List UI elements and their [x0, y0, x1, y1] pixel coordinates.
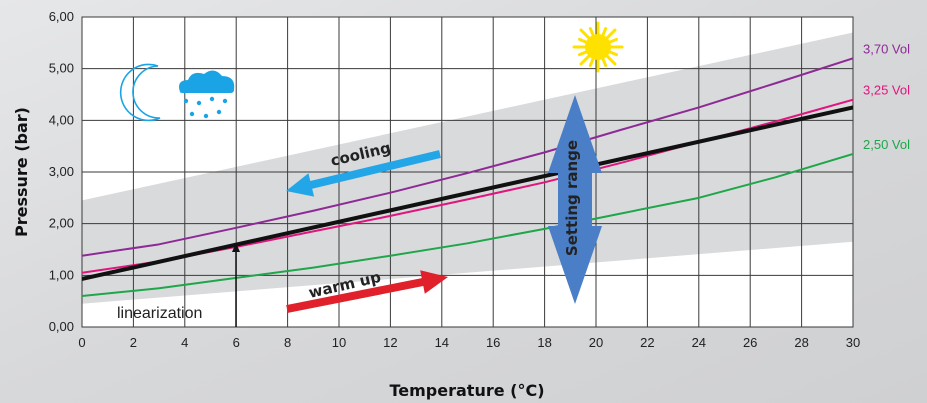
x-tick-label: 14 [435, 335, 449, 350]
y-tick-label: 4,00 [49, 112, 74, 127]
series-label: 3,70 Vol [863, 41, 910, 56]
setting-range-arrow-up [548, 95, 602, 203]
x-tick-label: 26 [743, 335, 757, 350]
warm-up-arrow [286, 270, 448, 313]
snowflake-dot [183, 98, 189, 104]
linearization-pointer-head [232, 243, 240, 252]
x-axis-title: Temperature (°C) [389, 381, 544, 400]
x-tick-label: 0 [78, 335, 85, 350]
x-tick-label: 28 [794, 335, 808, 350]
x-tick-label: 4 [181, 335, 188, 350]
moon-shape [119, 63, 161, 122]
snowflake-dot [196, 100, 202, 106]
y-tick-label: 5,00 [49, 61, 74, 76]
moon-icon [119, 63, 161, 122]
series-line [82, 57, 853, 257]
y-tick-label: 1,00 [49, 267, 74, 282]
y-axis-title: Pressure (bar) [12, 107, 31, 237]
snowflake-dot [216, 109, 222, 115]
series-line [82, 152, 853, 297]
snowflake-dot [209, 96, 215, 102]
x-tick-label: 16 [486, 335, 500, 350]
linearization-label: linearization [117, 305, 202, 322]
cooling-arrow [286, 150, 441, 197]
x-tick-label: 20 [589, 335, 603, 350]
x-tick-label: 8 [284, 335, 291, 350]
x-tick-label: 10 [332, 335, 346, 350]
snowflake-dot [189, 111, 195, 117]
x-tick-label: 2 [130, 335, 137, 350]
series-label: 3,25 Vol [863, 83, 910, 98]
plot-frame [81, 16, 854, 328]
cloud-shape [179, 70, 235, 93]
x-tick-label: 18 [537, 335, 551, 350]
x-tick-label: 24 [692, 335, 706, 350]
x-tick-label: 12 [383, 335, 397, 350]
sun-disc [585, 34, 611, 60]
setting-range-arrow-down [548, 200, 602, 304]
x-tick-label: 22 [640, 335, 654, 350]
y-tick-label: 6,00 [49, 9, 74, 24]
snowflake-dot [203, 113, 209, 119]
series-label: 2,50 Vol [863, 137, 910, 152]
y-tick-label: 0,00 [49, 319, 74, 334]
y-tick-label: 3,00 [49, 164, 74, 179]
snow-cloud-icon [179, 70, 235, 119]
setting-range-label: Setting range [563, 140, 581, 256]
x-tick-label: 6 [233, 335, 240, 350]
snowflake-dot [222, 98, 228, 104]
linearization-line [82, 105, 853, 281]
sun-icon [572, 21, 624, 73]
x-tick-label: 30 [846, 335, 860, 350]
y-tick-label: 2,00 [49, 216, 74, 231]
